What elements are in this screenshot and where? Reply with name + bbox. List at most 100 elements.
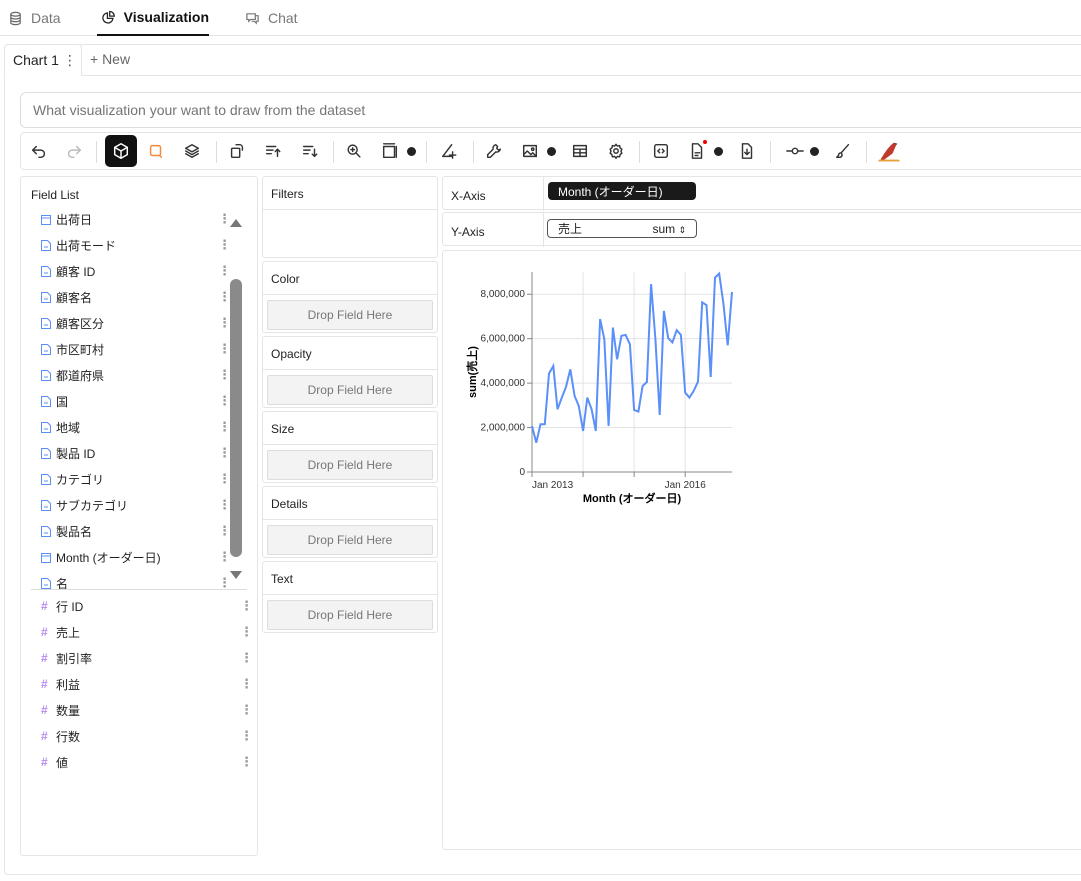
- more-vertical-icon[interactable]: ⋮: [218, 289, 231, 304]
- channel-label: Opacity: [271, 347, 312, 361]
- tools-button[interactable]: [478, 135, 510, 167]
- field-item[interactable]: Month (オーダー日) ⋮: [41, 544, 241, 570]
- export-file-icon: [691, 143, 703, 159]
- measure-item[interactable]: # 行数 ⋮: [41, 723, 263, 749]
- measure-item[interactable]: # 割引率 ⋮: [41, 645, 263, 671]
- field-item[interactable]: 出荷モード ⋮: [41, 232, 241, 258]
- code-button[interactable]: [645, 135, 677, 167]
- field-item[interactable]: 都道府県 ⋮: [41, 362, 241, 388]
- more-vertical-icon[interactable]: ⋮: [240, 598, 253, 613]
- more-vertical-icon[interactable]: ⋮: [218, 393, 231, 408]
- more-vertical-icon[interactable]: ⋮: [218, 497, 231, 512]
- export-settings-icon[interactable]: [714, 147, 723, 156]
- more-vertical-icon[interactable]: ⋮: [218, 367, 231, 382]
- scrollbar[interactable]: [229, 213, 243, 589]
- redo-button[interactable]: [58, 135, 90, 167]
- more-vertical-icon[interactable]: ⋮: [218, 471, 231, 486]
- drop-zone[interactable]: Drop Field Here: [267, 300, 433, 330]
- more-vertical-icon[interactable]: ⋮: [218, 445, 231, 460]
- more-vertical-icon[interactable]: ⋮: [218, 575, 231, 590]
- more-vertical-icon[interactable]: ⋮: [218, 419, 231, 434]
- measure-item[interactable]: # 行 ID ⋮: [41, 593, 263, 619]
- export-image-button[interactable]: [514, 135, 546, 167]
- field-item[interactable]: 顧客区分 ⋮: [41, 310, 241, 336]
- measure-item[interactable]: # 利益 ⋮: [41, 671, 263, 697]
- chart-tab-current[interactable]: Chart 1 ⋮: [4, 44, 82, 76]
- more-vertical-icon[interactable]: ⋮: [240, 650, 253, 665]
- more-vertical-icon[interactable]: ⋮: [218, 341, 231, 356]
- channel-size: Size Drop Field Here: [262, 411, 438, 483]
- x-field-name: Month (オーダー日): [558, 184, 663, 199]
- resize-settings-icon[interactable]: [407, 147, 416, 156]
- field-item[interactable]: 製品 ID ⋮: [41, 440, 241, 466]
- prompt-input[interactable]: [20, 92, 1081, 128]
- scroll-down-icon[interactable]: [230, 571, 242, 579]
- line-chart[interactable]: 0 2,000,000 4,000,000 6,000,000 8,000,000 Jan…: [443, 251, 1081, 851]
- more-vertical-icon[interactable]: ⋮: [240, 702, 253, 717]
- field-item[interactable]: サブカテゴリ ⋮: [41, 492, 241, 518]
- field-item[interactable]: カテゴリ ⋮: [41, 466, 241, 492]
- more-vertical-icon[interactable]: ⋮: [218, 211, 231, 226]
- field-label: 市区町村: [56, 342, 105, 357]
- more-vertical-icon[interactable]: ⋮: [62, 51, 77, 68]
- transpose-button[interactable]: [221, 135, 253, 167]
- field-item[interactable]: 名 ⋮: [41, 570, 241, 596]
- axes-button[interactable]: [433, 135, 465, 167]
- drop-zone[interactable]: Drop Field Here: [267, 450, 433, 480]
- field-item[interactable]: 顧客名 ⋮: [41, 284, 241, 310]
- measure-item[interactable]: # 値 ⋮: [41, 749, 263, 775]
- filters-section: Filters: [262, 176, 438, 258]
- more-vertical-icon[interactable]: ⋮: [218, 549, 231, 564]
- field-item[interactable]: 顧客 ID ⋮: [41, 258, 241, 284]
- y-axis-field-pill[interactable]: 売上 sum ⇕: [547, 219, 697, 238]
- lasso-button[interactable]: [140, 135, 172, 167]
- timeline-button[interactable]: [779, 135, 811, 167]
- sort-descending-button[interactable]: [294, 135, 326, 167]
- x-axis-field-pill[interactable]: Month (オーダー日): [548, 182, 696, 200]
- measure-item[interactable]: # 売上 ⋮: [41, 619, 263, 645]
- more-vertical-icon[interactable]: ⋮: [240, 624, 253, 639]
- image-icon: [522, 144, 538, 158]
- scrollbar-thumb[interactable]: [230, 279, 242, 557]
- tab-chat[interactable]: Chat: [245, 0, 298, 36]
- zoom-button[interactable]: [338, 135, 370, 167]
- field-item[interactable]: 市区町村 ⋮: [41, 336, 241, 362]
- aggregate-select[interactable]: sum ⇕: [652, 222, 686, 236]
- field-item[interactable]: 製品名 ⋮: [41, 518, 241, 544]
- brush-icon: [835, 143, 850, 159]
- scroll-up-icon[interactable]: [230, 219, 242, 227]
- y-tick-label: 2,000,000: [481, 423, 526, 434]
- tab-data[interactable]: Data: [8, 0, 61, 36]
- measure-item[interactable]: # 数量 ⋮: [41, 697, 263, 723]
- undo-button[interactable]: [23, 135, 55, 167]
- sort-ascending-button[interactable]: [257, 135, 289, 167]
- new-chart-button[interactable]: + New: [90, 51, 131, 67]
- field-item[interactable]: 国 ⋮: [41, 388, 241, 414]
- more-vertical-icon[interactable]: ⋮: [240, 728, 253, 743]
- drop-zone[interactable]: Drop Field Here: [267, 525, 433, 555]
- more-vertical-icon[interactable]: ⋮: [218, 263, 231, 278]
- timeline-settings-icon[interactable]: [810, 147, 819, 156]
- more-vertical-icon[interactable]: ⋮: [218, 523, 231, 538]
- logo: [873, 135, 905, 167]
- drop-zone[interactable]: Drop Field Here: [267, 600, 433, 630]
- text-field-icon: [41, 577, 51, 589]
- table-button[interactable]: [564, 135, 596, 167]
- field-item[interactable]: 地域 ⋮: [41, 414, 241, 440]
- tab-visualization[interactable]: Visualization: [97, 0, 209, 36]
- more-vertical-icon[interactable]: ⋮: [240, 754, 253, 769]
- drop-zone[interactable]: Drop Field Here: [267, 375, 433, 405]
- settings-button[interactable]: [600, 135, 632, 167]
- stack-button[interactable]: [176, 135, 208, 167]
- updown-icon: ⇕: [678, 224, 686, 235]
- brush-button[interactable]: [827, 135, 859, 167]
- more-vertical-icon[interactable]: ⋮: [218, 237, 231, 252]
- resize-button[interactable]: [374, 135, 406, 167]
- mark-type-button[interactable]: [105, 135, 137, 167]
- more-vertical-icon[interactable]: ⋮: [218, 315, 231, 330]
- field-item[interactable]: 出荷日 ⋮: [41, 206, 241, 232]
- more-vertical-icon[interactable]: ⋮: [240, 676, 253, 691]
- export-file-button[interactable]: [681, 135, 713, 167]
- image-settings-icon[interactable]: [547, 147, 556, 156]
- download-button[interactable]: [731, 135, 763, 167]
